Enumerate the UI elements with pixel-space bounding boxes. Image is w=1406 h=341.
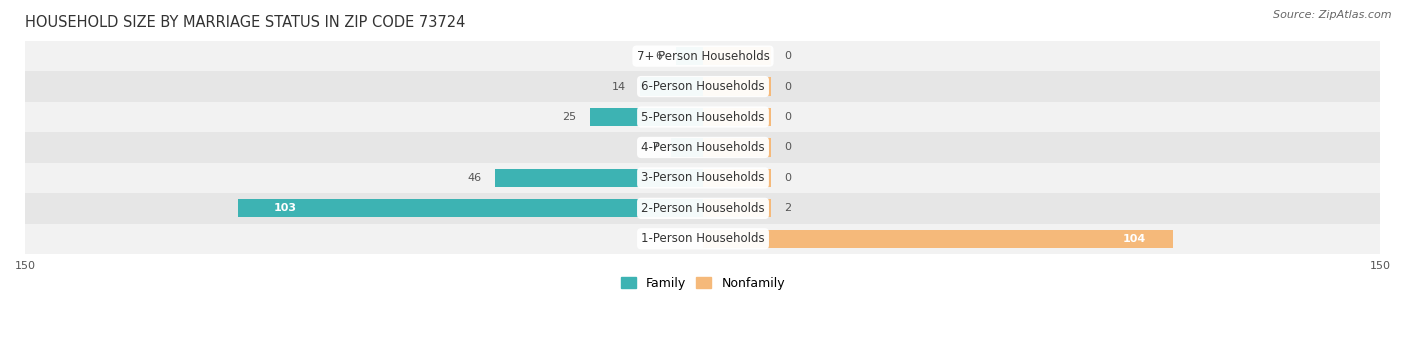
Text: 104: 104 [1122,234,1146,244]
Text: 0: 0 [785,51,792,61]
Bar [703,108,770,126]
Bar [495,169,703,187]
Bar [25,193,1381,224]
Text: 46: 46 [468,173,482,183]
Bar [25,132,1381,163]
Text: 2-Person Households: 2-Person Households [641,202,765,215]
Text: 14: 14 [612,81,626,92]
Bar [238,199,703,218]
Bar [703,47,770,65]
Text: 3-Person Households: 3-Person Households [641,172,765,184]
Bar [672,138,703,157]
Bar [703,138,770,157]
Text: 1-Person Households: 1-Person Households [641,232,765,245]
Text: 5-Person Households: 5-Person Households [641,110,765,123]
Text: 4-Person Households: 4-Person Households [641,141,765,154]
Bar [25,163,1381,193]
Text: Source: ZipAtlas.com: Source: ZipAtlas.com [1274,10,1392,20]
Text: 0: 0 [785,81,792,92]
Bar [25,224,1381,254]
Bar [25,71,1381,102]
Text: 6: 6 [655,51,662,61]
Text: 0: 0 [785,173,792,183]
Bar [703,77,770,96]
Text: 2: 2 [785,203,792,213]
Text: 7+ Person Households: 7+ Person Households [637,49,769,63]
Bar [676,47,703,65]
Bar [25,41,1381,71]
Text: 0: 0 [785,143,792,152]
Text: 25: 25 [562,112,576,122]
Bar [703,199,770,218]
Text: 7: 7 [651,143,658,152]
Bar [640,77,703,96]
Text: HOUSEHOLD SIZE BY MARRIAGE STATUS IN ZIP CODE 73724: HOUSEHOLD SIZE BY MARRIAGE STATUS IN ZIP… [25,15,465,30]
Bar [703,169,770,187]
Legend: Family, Nonfamily: Family, Nonfamily [616,272,790,295]
Text: 0: 0 [785,112,792,122]
Text: 6-Person Households: 6-Person Households [641,80,765,93]
Bar [591,108,703,126]
Bar [703,230,1173,248]
Text: 103: 103 [274,203,297,213]
Bar [25,102,1381,132]
